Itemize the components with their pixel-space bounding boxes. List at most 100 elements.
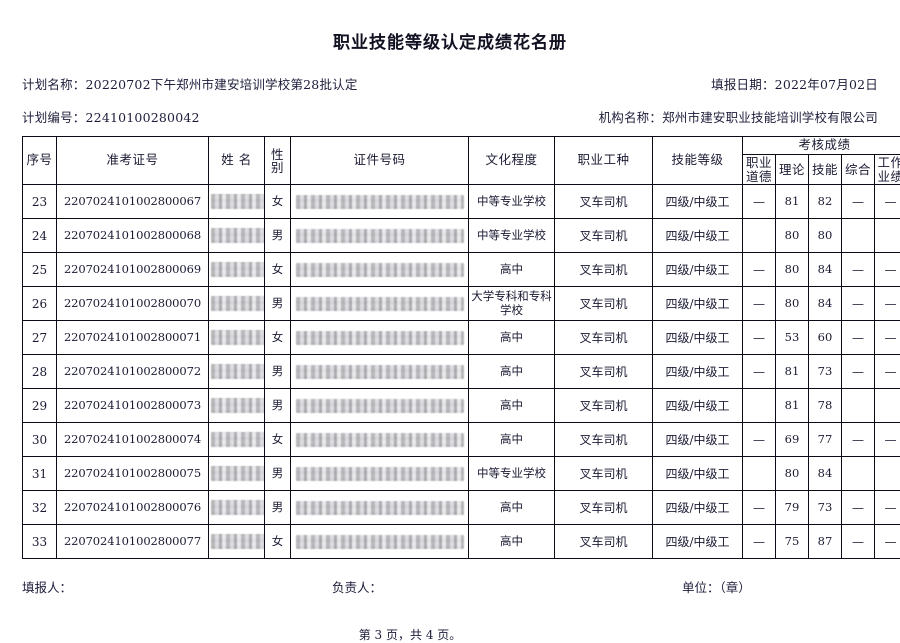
cell-occupation: 叉车司机 [555,287,653,321]
redaction-block [211,296,265,311]
cell-name-redacted [209,253,265,287]
redaction-block [211,534,265,549]
cell-occupation: 叉车司机 [555,185,653,219]
cell-id-number-redacted [291,525,469,559]
cell-skill-level: 四级/中级工 [653,321,743,355]
cell-ethics: — [743,287,776,321]
cell-comprehensive: — [842,321,875,355]
cell-skill: 80 [809,219,842,253]
col-header-occupation: 职业工种 [555,137,653,185]
cell-occupation: 叉车司机 [555,219,653,253]
cell-ethics: — [743,491,776,525]
cell-education: 高中 [469,525,555,559]
redaction-block [211,262,265,277]
cell-gender: 女 [265,253,291,287]
cell-theory: 79 [776,491,809,525]
cell-performance: — [875,423,900,457]
cell-education: 高中 [469,389,555,423]
cell-skill: 77 [809,423,842,457]
cell-id-number-redacted [291,491,469,525]
cell-performance [875,389,900,423]
cell-occupation: 叉车司机 [555,423,653,457]
cell-performance [875,219,900,253]
cell-name-redacted [209,219,265,253]
cell-name-redacted [209,525,265,559]
plan-number-label: 计划编号： [22,110,86,125]
cell-performance: — [875,321,900,355]
cell-seq: 30 [23,423,57,457]
cell-ethics [743,457,776,491]
cell-ethics: — [743,525,776,559]
cell-name-redacted [209,185,265,219]
cell-ethics [743,389,776,423]
plan-number-value: 22410100280042 [86,110,200,125]
cell-skill-level: 四级/中级工 [653,219,743,253]
cell-education: 中等专业学校 [469,219,555,253]
cell-seq: 27 [23,321,57,355]
footer-unit-label: 单位：（章） [682,577,751,596]
cell-performance: — [875,185,900,219]
cell-id-number-redacted [291,287,469,321]
cell-ethics: — [743,253,776,287]
cell-name-redacted [209,457,265,491]
cell-theory: 69 [776,423,809,457]
footer-filler-label: 填报人： [22,577,332,596]
cell-gender: 女 [265,525,291,559]
cell-ticket: 2207024101002800076 [57,491,209,525]
cell-skill-level: 四级/中级工 [653,287,743,321]
cell-skill-level: 四级/中级工 [653,355,743,389]
col-header-exam-group: 考核成绩 [743,137,900,155]
meta-row-plan: 计划名称：20220702下午郑州市建安培训学校第28批认定 填报日期：2022… [22,74,878,93]
org-name-field: 机构名称：郑州市建安职业技能培训学校有限公司 [599,107,878,126]
col-header-performance: 工作业绩 [875,154,900,185]
redaction-block [296,535,464,549]
cell-seq: 25 [23,253,57,287]
redaction-block [296,229,464,243]
cell-ticket: 2207024101002800071 [57,321,209,355]
cell-ticket: 2207024101002800068 [57,219,209,253]
report-date-label: 填报日期： [711,77,775,92]
cell-ethics: — [743,321,776,355]
cell-comprehensive: — [842,185,875,219]
cell-id-number-redacted [291,219,469,253]
cell-seq: 31 [23,457,57,491]
table-header: 序号 准考证号 姓 名 性别 证件号码 文化程度 职业工种 技能等级 考核成绩 … [23,137,900,185]
col-header-comprehensive: 综合 [842,154,875,185]
cell-skill-level: 四级/中级工 [653,525,743,559]
cell-ticket: 2207024101002800072 [57,355,209,389]
cell-theory: 75 [776,525,809,559]
redaction-block [211,398,265,413]
org-name-value: 郑州市建安职业技能培训学校有限公司 [662,110,878,125]
cell-gender: 男 [265,491,291,525]
col-header-ethics: 职业道德 [743,154,776,185]
cell-skill: 78 [809,389,842,423]
cell-skill: 73 [809,355,842,389]
report-date-field: 填报日期：2022年07月02日 [711,74,878,93]
redaction-block [211,500,265,515]
cell-performance: — [875,525,900,559]
page-title: 职业技能等级认定成绩花名册 [22,0,878,53]
cell-ethics: — [743,423,776,457]
cell-theory: 81 [776,355,809,389]
col-header-seq: 序号 [23,137,57,185]
cell-id-number-redacted [291,423,469,457]
cell-theory: 80 [776,457,809,491]
cell-education: 高中 [469,423,555,457]
col-header-name: 姓 名 [209,137,265,185]
col-header-id-number: 证件号码 [291,137,469,185]
cell-ticket: 2207024101002800073 [57,389,209,423]
cell-occupation: 叉车司机 [555,525,653,559]
cell-skill: 82 [809,185,842,219]
cell-ticket: 2207024101002800074 [57,423,209,457]
cell-education: 大学专科和专科学校 [469,287,555,321]
cell-name-redacted [209,287,265,321]
cell-ticket: 2207024101002800075 [57,457,209,491]
cell-skill: 84 [809,287,842,321]
